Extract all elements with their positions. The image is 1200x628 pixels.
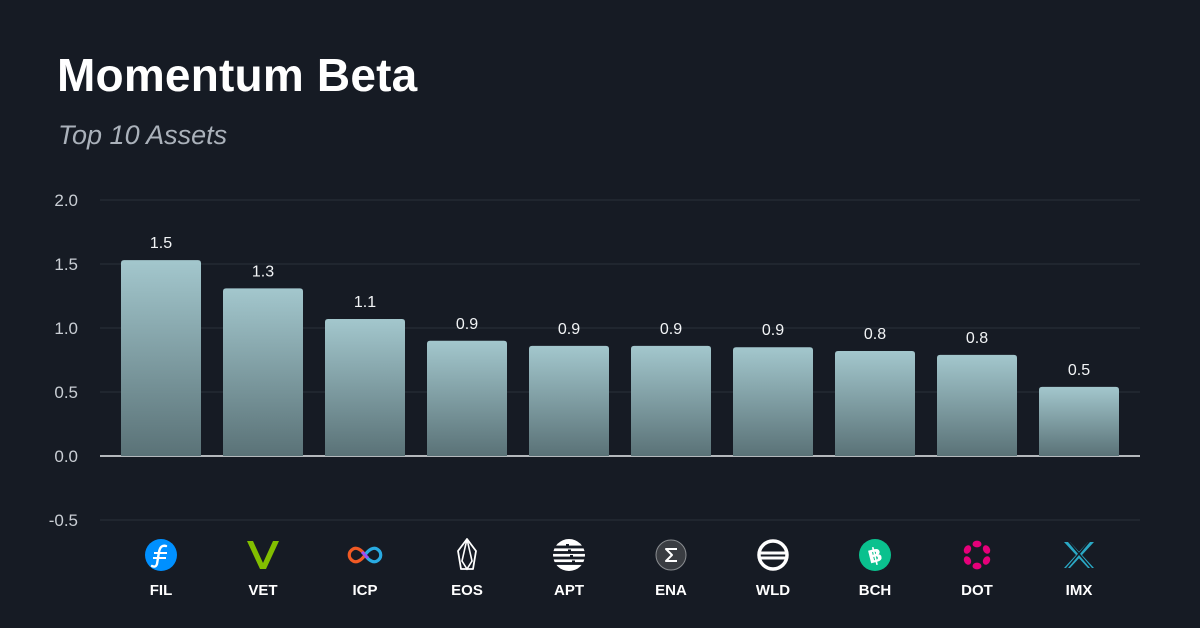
y-tick-label: 0.0 bbox=[54, 447, 78, 466]
svg-text:฿: ฿ bbox=[865, 542, 884, 569]
bar-wld bbox=[733, 347, 813, 456]
value-label: 0.9 bbox=[762, 322, 784, 339]
value-label: 1.1 bbox=[354, 294, 376, 311]
bar-eos bbox=[427, 340, 507, 456]
value-label: 0.9 bbox=[558, 321, 580, 338]
value-label: 0.9 bbox=[660, 321, 682, 338]
value-label: 0.9 bbox=[456, 316, 478, 333]
value-label: 0.8 bbox=[864, 326, 886, 343]
eos-icon bbox=[457, 538, 477, 571]
asset-icons: ฿ bbox=[145, 538, 1094, 571]
chart-subtitle: Top 10 Assets bbox=[58, 120, 228, 150]
filecoin-icon bbox=[145, 539, 177, 571]
category-label: BCH bbox=[859, 582, 892, 599]
value-label: 0.8 bbox=[966, 330, 988, 347]
category-label: VET bbox=[248, 582, 277, 599]
category-label: APT bbox=[554, 582, 584, 599]
aptos-icon bbox=[552, 539, 586, 571]
bar-apt bbox=[529, 345, 609, 456]
value-labels: 1.5 FIL 1.3 VET 1.1 ICP 0.9 EOS 0.9 APT 0.9 ENA 0.9 W… bbox=[150, 235, 1093, 599]
polkadot-icon bbox=[963, 540, 991, 570]
y-tick-label: 2.0 bbox=[54, 191, 78, 210]
bar-imx bbox=[1039, 386, 1119, 456]
bar-dot bbox=[937, 354, 1017, 456]
value-label: 1.3 bbox=[252, 263, 274, 280]
bar-ena bbox=[631, 345, 711, 456]
category-label: WLD bbox=[756, 582, 790, 599]
vechain-icon bbox=[247, 541, 279, 569]
ethena-icon bbox=[655, 539, 687, 571]
category-label: IMX bbox=[1066, 582, 1093, 599]
bitcoin-cash-icon: ฿ bbox=[859, 539, 891, 571]
bar-bch bbox=[835, 351, 915, 456]
bars bbox=[121, 260, 1119, 456]
y-tick-label: 1.0 bbox=[54, 319, 78, 338]
immutable-x-icon bbox=[1064, 542, 1094, 568]
y-tick-label: 1.5 bbox=[54, 255, 78, 274]
category-label: FIL bbox=[150, 582, 173, 599]
category-label: ENA bbox=[655, 582, 687, 599]
y-tick-label: -0.5 bbox=[49, 511, 78, 530]
category-label: ICP bbox=[352, 582, 377, 599]
category-label: EOS bbox=[451, 582, 483, 599]
value-label: 0.5 bbox=[1068, 362, 1090, 379]
worldcoin-icon bbox=[757, 539, 789, 571]
value-label: 1.5 bbox=[150, 235, 172, 252]
category-label: DOT bbox=[961, 582, 993, 599]
internet-computer-icon bbox=[347, 546, 383, 564]
y-tick-label: 0.5 bbox=[54, 383, 78, 402]
bar-fil bbox=[121, 260, 201, 456]
bar-vet bbox=[223, 288, 303, 456]
chart-title: Momentum Beta bbox=[57, 49, 418, 101]
bar-icp bbox=[325, 319, 405, 456]
